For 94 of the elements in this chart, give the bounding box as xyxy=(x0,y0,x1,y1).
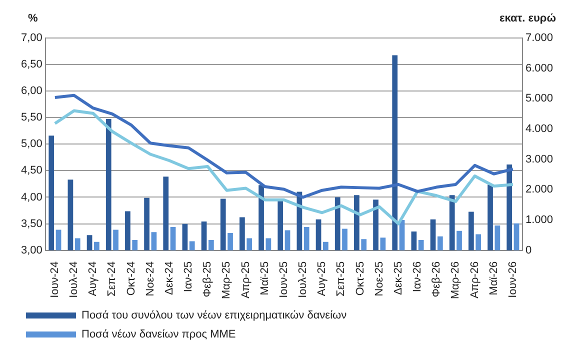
x-tick-label: Οκτ-24 xyxy=(125,261,138,296)
bar xyxy=(189,241,195,250)
y2-tick-label: 3.000 xyxy=(525,153,554,166)
bar xyxy=(316,219,322,250)
x-tick-label: Ιαν-25 xyxy=(182,261,195,292)
bar xyxy=(342,228,348,250)
bar xyxy=(163,176,169,250)
bar xyxy=(201,222,207,250)
bar xyxy=(506,164,512,250)
bar xyxy=(170,226,176,250)
bar xyxy=(323,242,328,250)
bar xyxy=(132,240,138,250)
y2-tick-label: 4.000 xyxy=(525,123,554,136)
bar xyxy=(334,197,340,250)
x-tick-label: Αυγ-25 xyxy=(316,261,328,296)
y-tick-label: 4,50 xyxy=(20,164,42,177)
x-tick-label: Φεβ-25 xyxy=(202,261,214,298)
bar xyxy=(476,234,482,250)
bar xyxy=(418,240,424,250)
x-tick-label: Νοε-24 xyxy=(144,261,156,296)
bar xyxy=(86,235,92,250)
x-tick-label: Δεκ-25 xyxy=(392,261,404,295)
bar xyxy=(246,238,252,250)
x-tick-label: Σεπ-25 xyxy=(335,261,348,297)
y-tick-label: 4,00 xyxy=(20,191,42,204)
y2-tick-label: 7.000 xyxy=(525,32,554,44)
bar xyxy=(68,180,74,250)
bar xyxy=(240,217,245,250)
bar xyxy=(437,236,443,250)
bar xyxy=(144,198,150,250)
bar xyxy=(258,185,264,250)
bar xyxy=(94,242,100,250)
bar xyxy=(354,195,360,250)
y2-tick-label: 2.000 xyxy=(525,184,554,196)
y-tick-label: 7,00 xyxy=(20,32,42,44)
bar xyxy=(468,212,474,250)
bar xyxy=(488,184,493,250)
bar xyxy=(456,230,462,250)
bar xyxy=(74,238,80,250)
bar xyxy=(266,238,272,250)
x-tick-label: Μαρ-25 xyxy=(220,261,233,300)
x-tick-label: Σεπ-24 xyxy=(106,261,118,297)
bar xyxy=(106,118,112,250)
bar xyxy=(392,55,398,250)
y2-tick-label: 6.000 xyxy=(525,62,554,74)
bar xyxy=(228,233,233,250)
y2-tick-label: 0 xyxy=(525,244,532,256)
bar xyxy=(430,219,436,250)
bar xyxy=(373,200,378,250)
bar xyxy=(208,240,214,250)
y2-tick-label: 5.000 xyxy=(525,92,554,105)
x-tick-label: Ιαν-26 xyxy=(412,261,424,292)
bar xyxy=(304,226,310,250)
x-tick-label: Φεβ-26 xyxy=(430,261,443,298)
y2-tick-label: 1.000 xyxy=(525,214,554,226)
bar xyxy=(514,223,520,250)
bar xyxy=(48,136,54,250)
bar xyxy=(113,230,118,250)
x-tick-label: Μαϊ-26 xyxy=(488,261,500,296)
x-tick-label: Μαϊ-25 xyxy=(258,261,271,296)
x-tick-label: Ιουν-25 xyxy=(278,261,290,298)
y-tick-label: 6,50 xyxy=(20,58,42,71)
bar xyxy=(125,211,130,250)
y-tick-label: 3,50 xyxy=(20,218,42,230)
x-tick-label: Ιουν-24 xyxy=(48,261,61,298)
bar xyxy=(220,198,226,250)
x-tick-label: Μαρ-26 xyxy=(450,261,462,300)
bar xyxy=(449,195,455,250)
x-tick-label: Απρ-25 xyxy=(240,261,252,298)
bar xyxy=(380,238,386,250)
x-tick-label: Ιουλ-25 xyxy=(297,261,310,298)
y-tick-label: 5,00 xyxy=(20,138,42,150)
y-tick-label: 5,50 xyxy=(20,112,42,124)
bar xyxy=(151,232,157,250)
x-tick-label: Δεκ-24 xyxy=(163,261,176,295)
bar xyxy=(361,239,367,250)
x-tick-label: Ιουν-26 xyxy=(506,261,519,298)
y-tick-label: 3,00 xyxy=(20,244,42,256)
bar xyxy=(182,224,188,250)
bar xyxy=(278,200,284,250)
y-axis-title: % xyxy=(28,12,38,25)
y-tick-label: 6,00 xyxy=(20,85,42,98)
bar xyxy=(56,230,62,250)
x-tick-label: Ιουλ-24 xyxy=(68,261,80,298)
legend-label: Ποσά νέων δανείων προς ΜΜΕ xyxy=(82,328,236,341)
legend-label: Ποσά του συνόλου των νέων επιχειρηματικών δανείων xyxy=(82,310,348,322)
y2-axis-title: εκατ. ευρώ xyxy=(500,12,556,25)
x-tick-label: Νοε-25 xyxy=(373,261,386,296)
bar xyxy=(411,232,417,250)
x-tick-label: Απρ-26 xyxy=(468,261,481,298)
bar xyxy=(284,230,290,250)
x-tick-label: Αυγ-24 xyxy=(87,261,100,296)
bar xyxy=(494,225,500,250)
x-tick-label: Οκτ-25 xyxy=(354,261,366,296)
